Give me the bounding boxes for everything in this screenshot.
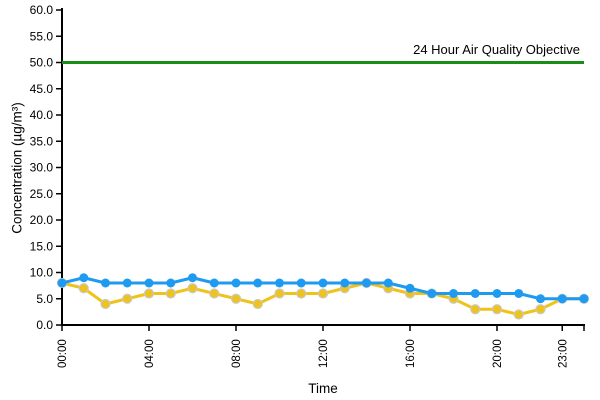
blue-series-point-19:00	[470, 289, 480, 298]
yellow-series-point-22:00	[535, 304, 546, 315]
x-tick-label: 08:00	[231, 339, 243, 368]
x-tick-label: 20:00	[492, 339, 504, 368]
x-tick-label: 23:00	[557, 339, 569, 368]
blue-series-point-09:00	[253, 278, 263, 288]
yellow-series-point-11:00	[296, 288, 307, 299]
blue-series-point-21:00	[514, 289, 524, 298]
blue-series-point-20:00	[492, 289, 502, 298]
blue-series-point-02:00	[101, 278, 110, 288]
yellow-series-point-20:00	[491, 304, 503, 315]
y-tick-label: 60.0	[30, 3, 54, 17]
blue-series-point-04:00	[144, 278, 154, 288]
y-axis-title: Concentration (µg/m³)	[9, 102, 25, 234]
blue-series-point-08:00	[231, 278, 241, 288]
yellow-series-point-08:00	[230, 293, 242, 304]
yellow-series-point-04:00	[143, 288, 155, 299]
yellow-series-line	[61, 281, 584, 316]
yellow-series-point-02:00	[100, 298, 111, 310]
blue-series-point-13:00	[340, 278, 350, 288]
blue-series-point-05:00	[166, 278, 176, 288]
blue-series-point-16:00	[405, 283, 415, 293]
y-tick-label: 10.0	[30, 266, 54, 280]
blue-series-point-00:00	[57, 278, 67, 288]
blue-series-point-17:00	[427, 289, 437, 298]
yellow-series-point-06:00	[187, 283, 198, 294]
y-tick-label: 20.0	[30, 213, 54, 227]
yellow-series-point-07:00	[209, 288, 220, 299]
x-tick-label: 16:00	[405, 339, 417, 368]
blue-series-point-18:00	[449, 289, 458, 298]
yellow-series-point-09:00	[252, 298, 263, 310]
y-tick-label: 55.0	[30, 29, 54, 43]
blue-series-point-01:00	[79, 273, 89, 283]
blue-series-point-24:00	[579, 294, 589, 304]
yellow-series-point-12:00	[317, 288, 329, 299]
x-tick-label: 12:00	[318, 339, 330, 368]
x-tick-label: 04:00	[144, 339, 156, 368]
blue-series-point-06:00	[188, 273, 197, 283]
blue-series-point-23:00	[557, 294, 567, 304]
yellow-series-point-05:00	[165, 288, 176, 299]
yellow-series-point-21:00	[513, 309, 524, 320]
y-tick-label: 30.0	[30, 161, 54, 175]
y-tick-label: 45.0	[30, 82, 54, 96]
blue-series-point-15:00	[383, 278, 393, 288]
blue-series-point-12:00	[318, 278, 328, 288]
x-axis-title: Time	[308, 381, 338, 396]
y-tick-label: 0.0	[36, 318, 53, 332]
yellow-series-point-03:00	[122, 293, 133, 304]
yellow-series-point-10:00	[274, 288, 285, 299]
blue-series-point-10:00	[275, 278, 284, 288]
y-tick-label: 40.0	[30, 108, 54, 122]
objective-line-label: 24 Hour Air Quality Objective	[413, 42, 580, 57]
y-tick-label: 15.0	[30, 239, 54, 253]
blue-series-point-14:00	[362, 278, 371, 288]
y-tick-label: 5.0	[36, 292, 53, 306]
blue-series-point-11:00	[296, 278, 306, 288]
yellow-series-point-01:00	[78, 283, 89, 294]
y-tick-label: 50.0	[30, 56, 54, 70]
blue-series-point-03:00	[122, 278, 132, 288]
x-tick-label: 00:00	[57, 339, 69, 368]
y-tick-label: 25.0	[30, 187, 54, 201]
yellow-series-point-19:00	[470, 304, 481, 315]
y-tick-label: 35.0	[30, 134, 54, 148]
blue-series-point-07:00	[209, 278, 219, 288]
blue-series-point-22:00	[536, 294, 545, 304]
